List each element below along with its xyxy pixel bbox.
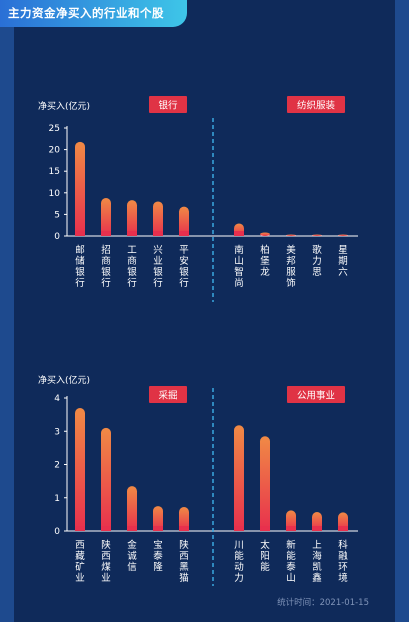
- bar-base: [153, 231, 163, 236]
- category-label: 西藏矿业: [75, 540, 85, 584]
- bar-base: [75, 526, 85, 531]
- category-label: 兴业银行: [153, 245, 163, 289]
- page-title: 主力资金净买入的行业和个股: [0, 0, 187, 27]
- group-tag: [149, 96, 187, 113]
- bar: [153, 201, 163, 236]
- y-tick-label: 5: [54, 210, 60, 220]
- bar: [75, 141, 85, 236]
- bar: [312, 234, 322, 236]
- bar: [234, 425, 244, 531]
- bar: [101, 427, 111, 531]
- stat-time: 统计时间：2021-01-15: [277, 598, 369, 608]
- y-tick-label: 10: [49, 189, 61, 199]
- category-label: 歌力思: [312, 244, 322, 278]
- bar: [286, 510, 296, 531]
- bar: [286, 234, 296, 236]
- y-tick-label: 2: [54, 461, 60, 471]
- group-tag-label: 公用事业: [297, 390, 335, 402]
- y-tick-label: 3: [54, 427, 60, 437]
- bar-base: [101, 231, 111, 236]
- bar: [127, 486, 137, 531]
- y-tick-label: 0: [54, 232, 60, 242]
- bar-base: [179, 526, 189, 531]
- group-tag: [149, 386, 187, 403]
- y-axis-label: 净买入(亿元): [38, 374, 90, 386]
- bar: [153, 506, 163, 531]
- bar: [75, 407, 85, 531]
- category-label: 科融环境: [338, 539, 348, 584]
- category-label: 美邦服饰: [286, 244, 296, 289]
- category-label: 宝泰隆: [153, 539, 163, 573]
- bar-base: [179, 231, 189, 236]
- category-label: 上海凯鑫: [312, 540, 322, 584]
- category-label: 川能动力: [234, 540, 244, 584]
- bar: [127, 200, 137, 236]
- y-tick-label: 4: [54, 394, 60, 404]
- category-label: 工商银行: [127, 245, 137, 289]
- category-label: 邮储银行: [75, 244, 85, 289]
- y-axis-label: 净买入(亿元): [38, 100, 90, 112]
- group-tag-label: 银行: [158, 100, 178, 112]
- group-tag: [287, 386, 345, 403]
- bar: [179, 206, 189, 236]
- category-label: 招商银行: [101, 244, 111, 289]
- bar-base: [101, 526, 111, 531]
- group-tag: [287, 96, 345, 113]
- bar-base: [127, 526, 137, 531]
- bar-base: [338, 526, 348, 531]
- category-label: 金诚信: [127, 539, 137, 573]
- bar: [179, 507, 189, 531]
- category-label: 平安银行: [179, 245, 189, 289]
- y-tick-label: 1: [54, 494, 60, 504]
- group-tag-label: 采掘: [158, 390, 177, 402]
- group-tag-label: 纺织服装: [297, 100, 336, 112]
- category-label: 柏堡龙: [260, 244, 270, 278]
- y-tick-label: 15: [49, 167, 60, 177]
- bar: [260, 436, 270, 531]
- bar: [101, 197, 111, 236]
- bar-base: [260, 526, 270, 531]
- bar: [338, 234, 348, 236]
- category-label: 南山智尚: [234, 244, 244, 289]
- bar-base: [127, 231, 137, 236]
- category-label: 陕西黑猫: [179, 539, 189, 584]
- category-label: 新能泰山: [286, 539, 296, 584]
- y-tick-label: 20: [49, 146, 61, 156]
- bar-base: [75, 231, 85, 236]
- y-tick-label: 25: [49, 124, 60, 134]
- bar: [260, 232, 270, 236]
- bar-base: [234, 231, 244, 236]
- bar-base: [153, 526, 163, 531]
- category-label: 陕西煤业: [101, 539, 111, 584]
- category-label: 星期六: [338, 245, 348, 278]
- category-label: 太阳能: [260, 539, 270, 573]
- bar-base: [312, 526, 322, 531]
- y-tick-label: 0: [54, 527, 60, 537]
- bar-base: [286, 526, 296, 531]
- bar-base: [234, 526, 244, 531]
